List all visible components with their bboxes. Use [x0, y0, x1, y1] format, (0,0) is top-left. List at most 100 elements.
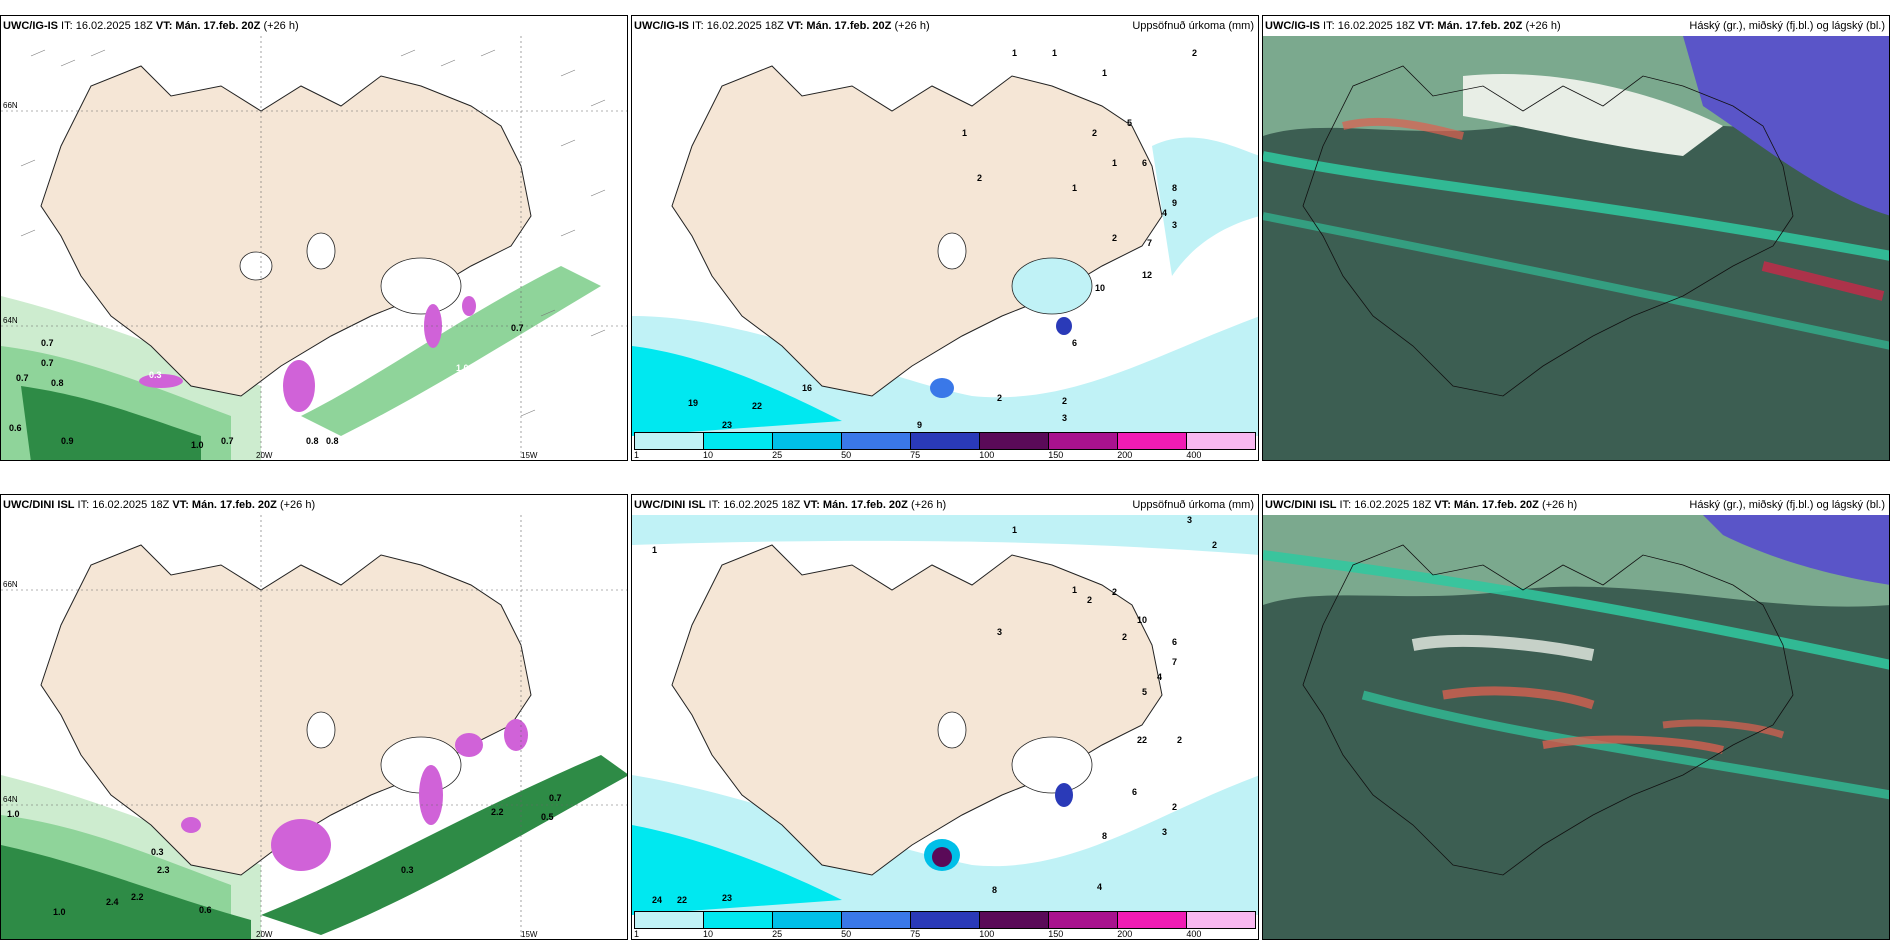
model-name: UWC/IG-IS [3, 20, 58, 32]
lead-time: (+26 h) [260, 20, 299, 32]
value-label: 23 [722, 420, 732, 430]
value-label: 8 [1172, 183, 1177, 193]
value-label: 2 [1122, 632, 1127, 642]
variable-title: Uppsöfnuð úrkoma (mm) [1132, 20, 1254, 32]
legend-swatch [980, 433, 1049, 449]
model-name: UWC/IG-IS [1265, 20, 1320, 32]
value-label: 2 [1172, 802, 1177, 812]
value-label: 1.0 [53, 907, 66, 917]
variable-title: Uppsöfnuð úrkoma (mm) [1132, 499, 1254, 511]
panel-top-wind: UWC/IG-IS IT: 16.02.2025 18Z VT: Mán. 17… [0, 15, 628, 461]
value-label: 0.3 [149, 370, 162, 380]
value-label: 9 [1172, 198, 1177, 208]
lon-label: 20W [256, 930, 273, 939]
wind-map: 20W 15W 66N 64N 1.0 2.4 2.2 0.6 2.3 0.3 … [1, 495, 627, 939]
value-label: 19 [688, 398, 698, 408]
value-label: 3 [1172, 220, 1177, 230]
value-label: 6 [1142, 158, 1147, 168]
legend-tick: 50 [841, 929, 852, 939]
lon-label: 15W [521, 451, 538, 460]
legend-swatch [1118, 433, 1187, 449]
magenta-spot [139, 374, 183, 388]
init-time: IT: 16.02.2025 18Z [58, 20, 156, 32]
precip-core [1056, 317, 1072, 335]
lead-time: (+26 h) [907, 499, 947, 511]
wind-barbs [20, 49, 606, 417]
lead-time: (+26 h) [1522, 20, 1561, 32]
value-label: 8 [992, 885, 997, 895]
panel-top-precip: UWC/IG-IS IT: 16.02.2025 18Z VT: Mán. 17… [631, 15, 1259, 461]
legend-swatch [842, 912, 911, 928]
value-label: 7 [1147, 238, 1152, 248]
glacier [937, 232, 967, 270]
model-name: UWC/DINI ISL [1265, 499, 1337, 511]
value-label: 0.7 [16, 373, 29, 383]
value-label: 4 [1097, 882, 1102, 892]
wind-map: 20W 15W 66N 64N 0.7 0.7 0.7 0.8 0.6 0.9 … [1, 16, 627, 460]
legend-tick: 150 [1048, 450, 1064, 460]
precip-sea-cyan [632, 346, 842, 436]
value-label: 0.7 [221, 436, 234, 446]
value-label: 0.7 [549, 793, 562, 803]
glacier [306, 232, 336, 270]
value-label: 3 [1187, 515, 1192, 525]
legend-tick: 1 [634, 929, 640, 939]
green-band-dark [21, 386, 201, 460]
value-label: 6 [1132, 787, 1137, 797]
value-label: 1 [962, 128, 967, 138]
value-label: 0.3 [151, 847, 164, 857]
init-time: IT: 16.02.2025 18Z [74, 499, 173, 511]
legend-tick: 150 [1048, 929, 1064, 939]
value-label: 8 [1102, 831, 1107, 841]
cloud-map [1263, 515, 1889, 939]
legend-swatch [1049, 433, 1118, 449]
valid-time: VT: Mán. 17.feb. 20Z [786, 20, 892, 32]
value-label: 2 [1192, 48, 1197, 58]
legend-tick: 75 [910, 929, 921, 939]
init-time: IT: 16.02.2025 18Z [705, 499, 804, 511]
value-label: 1 [1072, 585, 1077, 595]
glacier [380, 257, 462, 315]
legend-tick: 75 [910, 450, 921, 460]
init-time: IT: 16.02.2025 18Z [689, 20, 787, 32]
model-name: UWC/DINI ISL [634, 499, 706, 511]
precip-map: 1 1 1 2 1 2 1 1 2 5 6 8 9 4 3 7 12 2 10 … [632, 16, 1258, 460]
legend-swatch [704, 433, 773, 449]
magenta-spot [283, 360, 315, 412]
legend-tick: 25 [772, 450, 783, 460]
valid-time: VT: Mán. 17.feb. 20Z [172, 499, 277, 511]
model-name: UWC/IG-IS [634, 20, 689, 32]
value-label: 4 [1162, 208, 1167, 218]
value-label: 1 [1102, 68, 1107, 78]
legend-swatch [635, 433, 704, 449]
value-label: 1 [652, 545, 657, 555]
value-label: 0.6 [199, 905, 212, 915]
value-label: 0.6 [9, 423, 22, 433]
value-label: 0.7 [41, 358, 54, 368]
value-label: 1 [1012, 48, 1017, 58]
legend-tick: 100 [979, 929, 995, 939]
value-label: 2.3 [157, 865, 170, 875]
lat-label: 64N [3, 316, 18, 325]
glacier [239, 251, 273, 281]
value-label: 1.0 [7, 809, 20, 819]
iceland-land [671, 65, 1163, 397]
legend-tick: 200 [1117, 450, 1133, 460]
panel-header: UWC/IG-IS IT: 16.02.2025 18Z VT: Mán. 17… [1, 16, 627, 36]
panel-bottom-clouds: UWC/DINI ISL IT: 16.02.2025 18Z VT: Mán.… [1262, 494, 1890, 940]
value-label: 22 [752, 401, 762, 411]
value-label: 9 [917, 420, 922, 430]
value-label: 2 [1212, 540, 1217, 550]
panel-bottom-precip: UWC/DINI ISL IT: 16.02.2025 18Z VT: Mán.… [631, 494, 1259, 940]
value-label: 16 [802, 383, 812, 393]
legend-tick: 10 [703, 929, 714, 939]
lead-time: (+26 h) [1538, 499, 1578, 511]
panel-header: UWC/DINI ISL IT: 16.02.2025 18Z VT: Mán.… [1, 495, 627, 515]
value-label: 0.3 [401, 865, 414, 875]
value-label: 3 [1162, 827, 1167, 837]
lead-time: (+26 h) [891, 20, 930, 32]
panel-header: UWC/DINI ISL IT: 16.02.2025 18Z VT: Mán.… [632, 495, 1258, 515]
value-label: 1.0 [456, 363, 469, 373]
value-label: 0.7 [511, 323, 524, 333]
value-label: 3 [1062, 413, 1067, 423]
